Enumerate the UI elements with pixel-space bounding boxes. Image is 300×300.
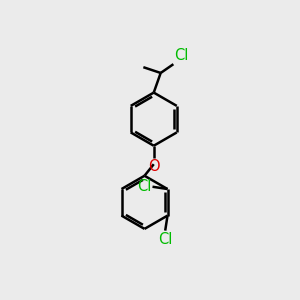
Text: Cl: Cl xyxy=(158,232,172,247)
Text: Cl: Cl xyxy=(137,179,151,194)
Text: Cl: Cl xyxy=(174,49,188,64)
Text: O: O xyxy=(148,159,160,174)
